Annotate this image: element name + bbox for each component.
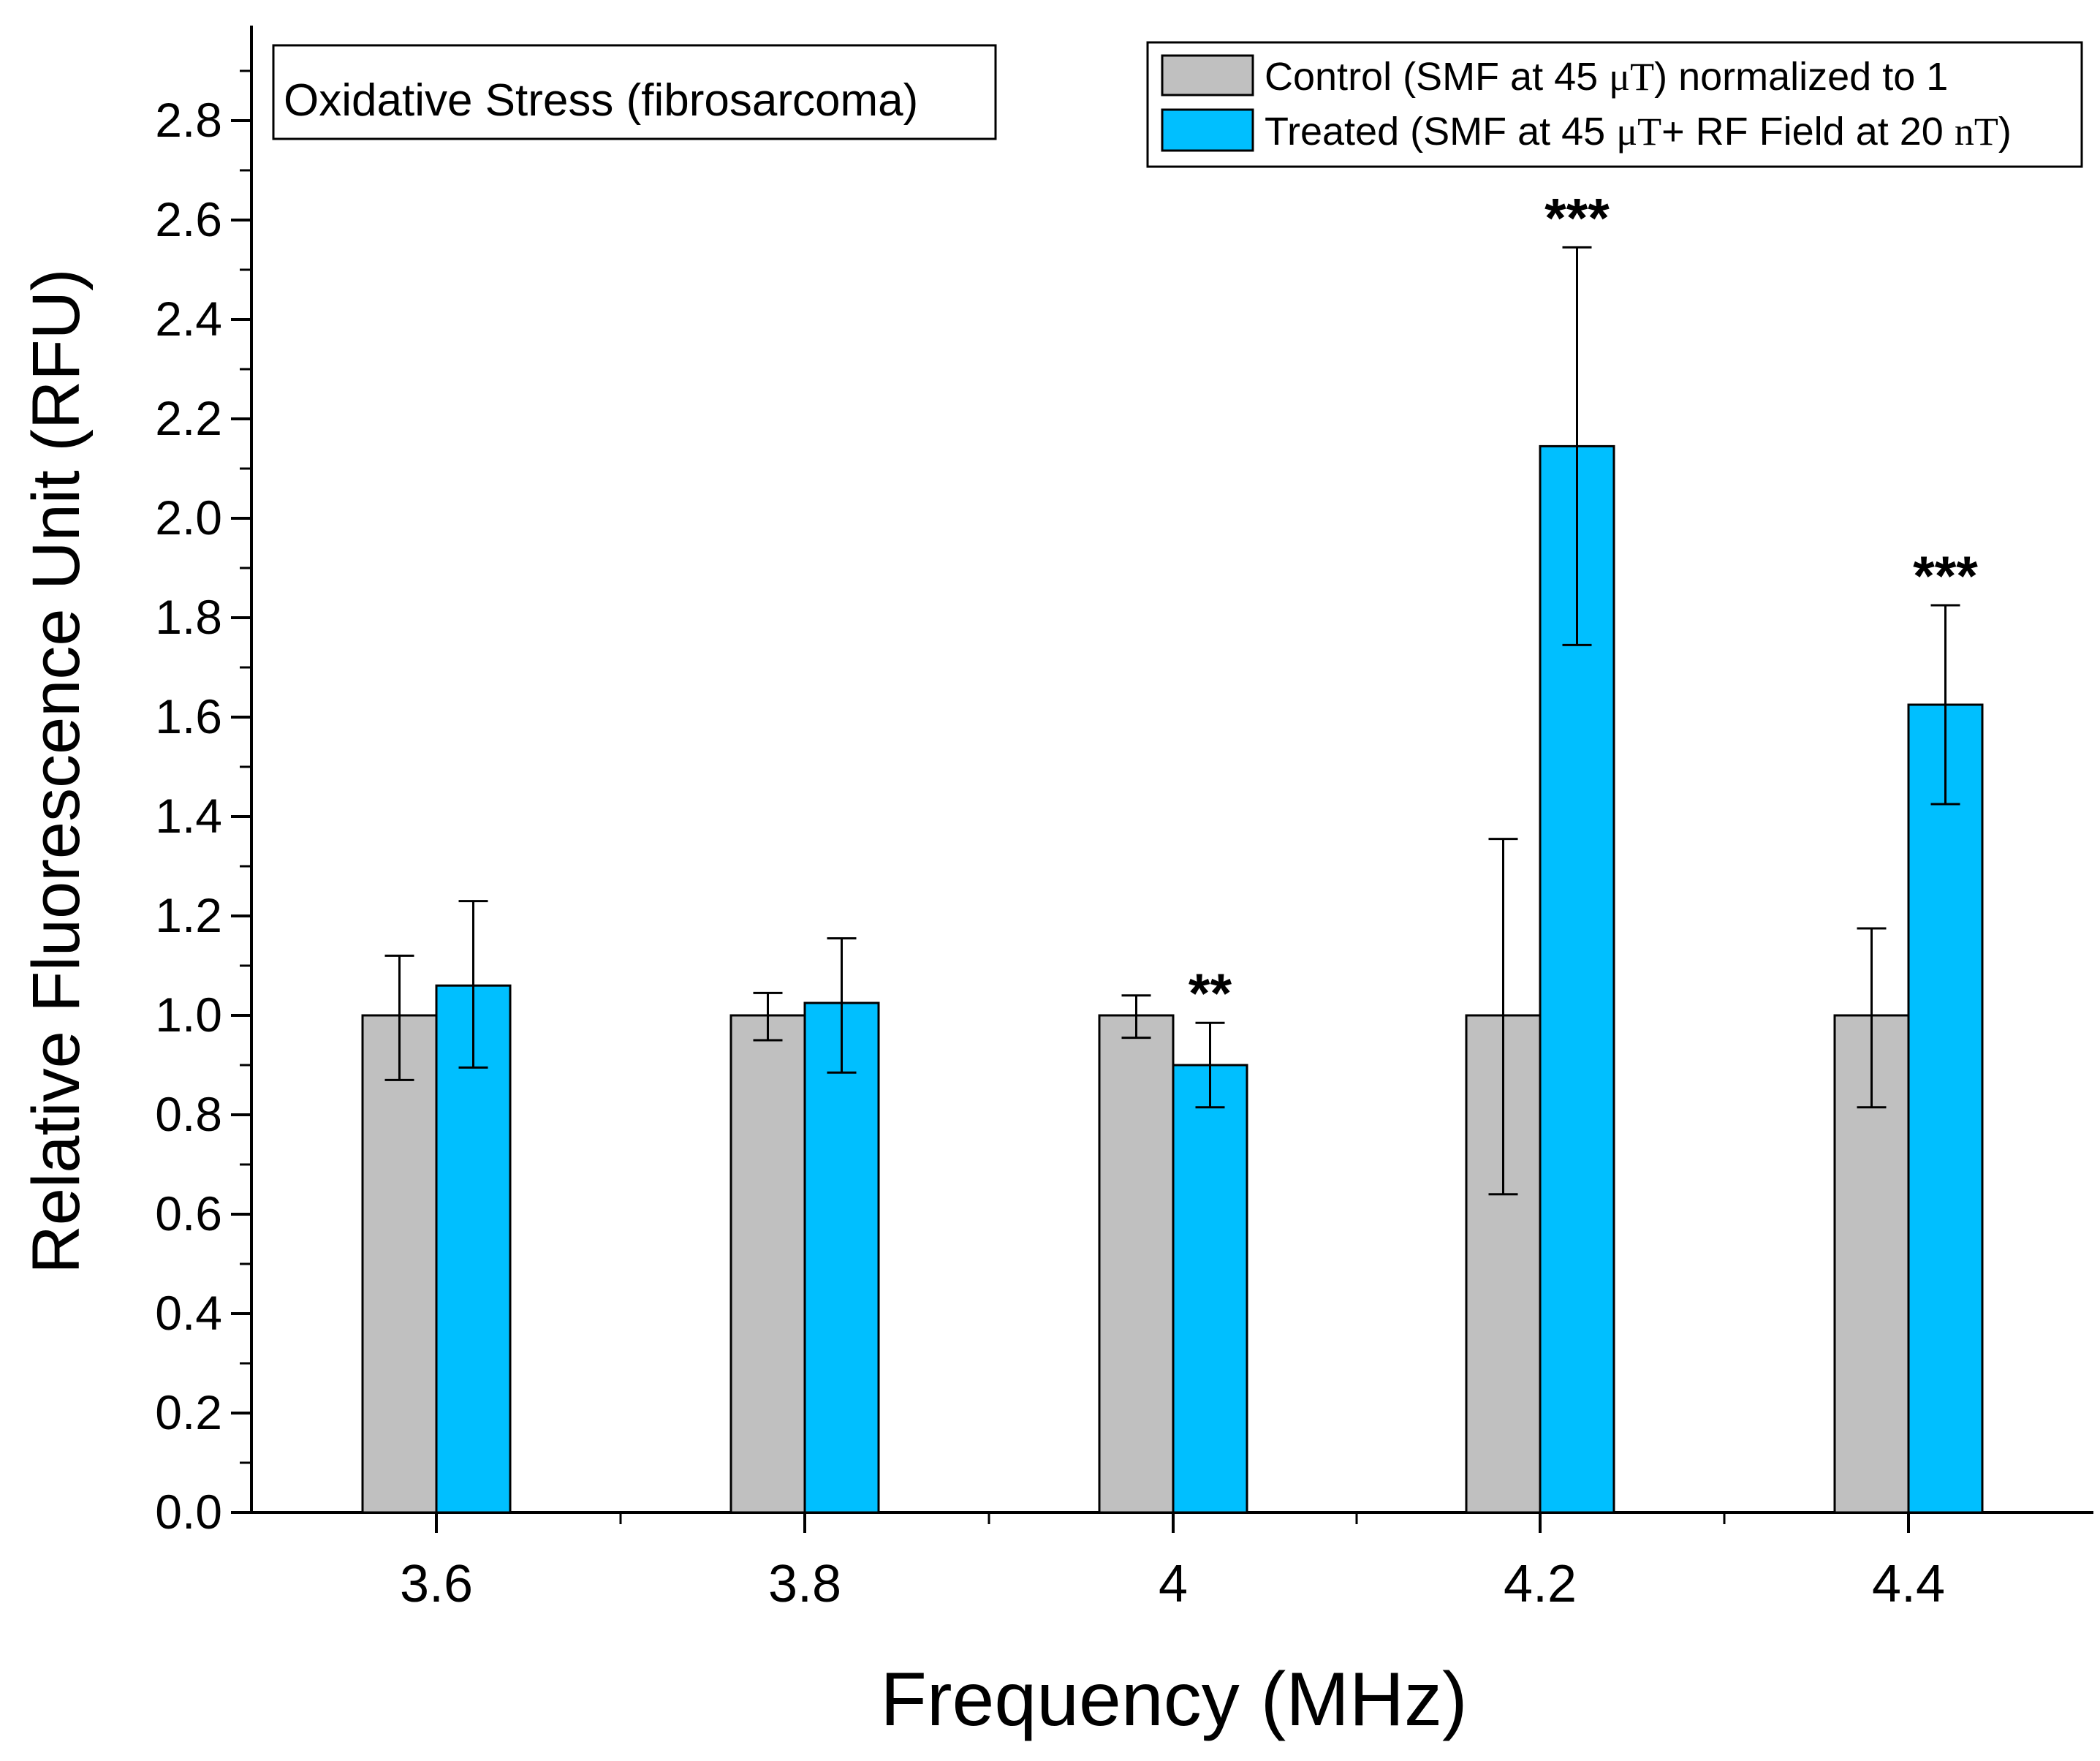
x-axis-title: Frequency (MHz): [880, 1657, 1467, 1742]
legend-treated-unit: μT: [1616, 110, 1661, 154]
title-box-frame: [272, 44, 997, 140]
y-tick-label: 0.6: [155, 1186, 222, 1241]
y-tick-label: 2.6: [155, 192, 222, 246]
legend-treated-tail: + RF Field at 20: [1661, 110, 1955, 154]
x-tick-label: 4.4: [1872, 1555, 1945, 1613]
y-tick-label: 0.8: [155, 1087, 222, 1141]
y-tick-label: 1.6: [155, 689, 222, 743]
bar-control-3.6: [361, 1014, 438, 1514]
y-tick-label: 2.4: [155, 292, 222, 346]
bar-treated-4.4: [1907, 703, 1984, 1514]
significance-label: ***: [1544, 187, 1610, 249]
legend-treated-tail2: ): [1998, 110, 2012, 154]
bar-control-4: [1098, 1014, 1175, 1514]
y-tick-label: 0.4: [155, 1286, 222, 1340]
y-tick-label: 0.0: [155, 1485, 222, 1539]
bar-treated-3.6: [435, 984, 512, 1514]
legend: Control (SMF at 45 μT) normalized to 1 T…: [1146, 41, 2083, 168]
x-tick-labels: 3.6 3.8 4 4.2 4.4: [400, 1555, 1945, 1613]
bar-treated-3.8: [803, 1001, 880, 1514]
bar-treated-4: [1172, 1064, 1248, 1514]
y-tick-labels: 0.0 0.2 0.4 0.6 0.8 1.0 1.2 1.4 1.6 1.8 2.0 2.2 2.4 2…: [155, 93, 222, 1539]
y-tick-label: 1.8: [155, 590, 222, 644]
significance-label: ***: [1913, 545, 1978, 607]
x-tick-label: 3.8: [768, 1555, 841, 1613]
title-box: Oxidative Stress (fibrosarcoma): [272, 44, 997, 140]
legend-label-control: Control (SMF at 45 μT) normalized to 1: [1265, 55, 1948, 99]
error-bars: [384, 246, 1960, 1196]
y-tick-label: 2.2: [155, 391, 222, 445]
y-tick-label: 1.2: [155, 888, 222, 942]
legend-control-tail: ) normalized to 1: [1654, 55, 1948, 99]
bar-control-3.8: [729, 1014, 806, 1514]
legend-swatch-treated: [1161, 108, 1254, 152]
legend-label-treated: Treated (SMF at 45 μT+ RF Field at 20 nT…: [1265, 110, 2012, 154]
y-tick-label: 2.8: [155, 93, 222, 147]
legend-control-unit: μT: [1609, 55, 1654, 99]
y-tick-label: 1.0: [155, 988, 222, 1042]
y-tick-label: 1.4: [155, 789, 222, 843]
y-tick-label: 0.2: [155, 1385, 222, 1439]
y-axis-title: Relative Fluorescence Unit (RFU): [19, 268, 94, 1273]
y-ticks: [231, 69, 251, 1514]
chart-title: Oxidative Stress (fibrosarcoma): [284, 75, 918, 126]
x-tick-label: 3.6: [400, 1555, 473, 1613]
legend-frame: [1146, 41, 2083, 168]
y-tick-label: 2.0: [155, 491, 222, 545]
legend-swatch-control: [1161, 54, 1254, 96]
legend-treated-text: Treated (SMF at 45: [1265, 110, 1616, 154]
x-tick-label: 4: [1159, 1555, 1188, 1613]
significance-label: **: [1189, 963, 1232, 1025]
legend-treated-unit2: nT: [1955, 110, 1998, 154]
x-tick-label: 4.2: [1504, 1555, 1577, 1613]
legend-control-text: Control (SMF at 45: [1265, 55, 1609, 99]
x-ticks: [435, 1512, 1910, 1533]
significance-annotations: ********: [1189, 187, 1978, 1025]
